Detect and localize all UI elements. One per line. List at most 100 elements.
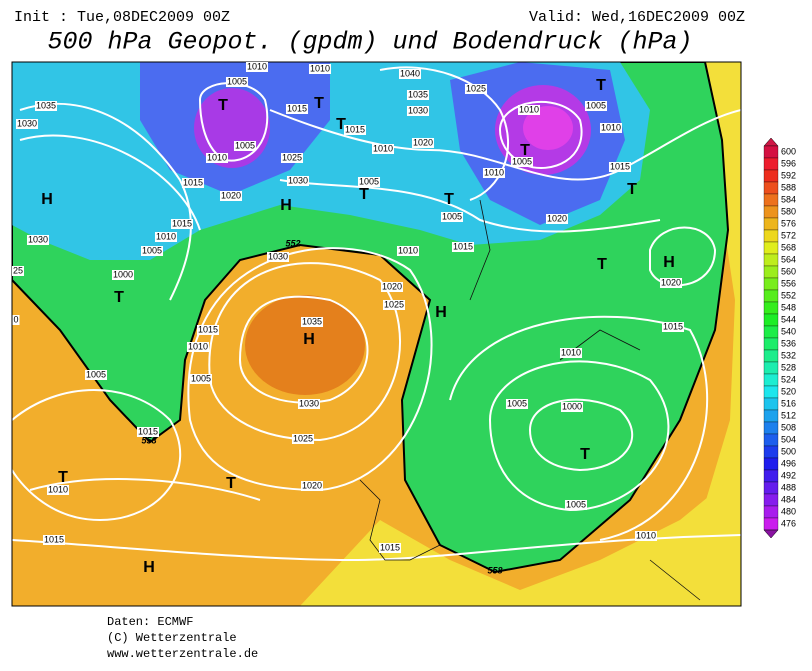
isobar-label-box [196, 325, 220, 335]
isobar-label: 1000 [562, 401, 582, 411]
isobar-label: 1035 [302, 316, 322, 326]
isobar-label: 1005 [191, 373, 211, 383]
colorbar-swatch [763, 493, 779, 507]
isobar-label: 1005 [442, 211, 462, 221]
pressure-center: T [627, 181, 637, 198]
isobar-label-box [186, 342, 210, 352]
colorbar-swatch [763, 481, 779, 495]
colorbar-label: 480 [781, 506, 796, 516]
isobar-label-box [608, 162, 632, 172]
isobar-label-box [440, 212, 464, 222]
isobar-label-box [380, 282, 404, 292]
colorbar-swatch [763, 145, 779, 159]
isobar-label: 1015 [663, 321, 683, 331]
isobar-label-box [661, 322, 685, 332]
isobar-label: 1030 [28, 234, 48, 244]
colorbar-swatch [763, 457, 779, 471]
isobar-label-box [599, 123, 623, 133]
isobar-label-box [266, 252, 290, 262]
pressure-center: H [143, 559, 155, 576]
colorbar-label: 572 [781, 230, 796, 240]
colorbar-swatch [763, 169, 779, 183]
isobar-label: 1010 [601, 122, 621, 132]
isobar [12, 389, 182, 522]
isobar-label: 1015 [172, 218, 192, 228]
isobar-label: 1010 [188, 341, 208, 351]
isobar-label: 1015 [183, 177, 203, 187]
colorbar-label: 584 [781, 194, 796, 204]
colorbar-label: 524 [781, 374, 796, 384]
colorbar-label: 504 [781, 434, 796, 444]
colorbar-swatch [763, 385, 779, 399]
colorbar-label: 552 [781, 290, 796, 300]
isobar-label-box [378, 543, 402, 553]
pressure-center: T [226, 475, 236, 492]
colorbar-label: 560 [781, 266, 796, 276]
isobar-label-box [11, 266, 25, 276]
pressure-center: T [444, 191, 454, 208]
isobar-label: 1005 [512, 156, 532, 166]
isobar-label: 1025 [466, 83, 486, 93]
isobar-label: 25 [13, 265, 23, 275]
isobar-label-box [280, 153, 304, 163]
isobar-label: 1010 [561, 347, 581, 357]
isobar [498, 100, 583, 169]
colorbar-swatch [763, 241, 779, 255]
isobar-label-box [411, 138, 435, 148]
pressure-center: T [520, 142, 530, 159]
colorbar-label: 568 [781, 242, 796, 252]
isobar-label-box [510, 157, 534, 167]
colorbar-swatch [763, 433, 779, 447]
footer-copyright: (C) Wetterzentrale [107, 631, 237, 645]
isobar-label-box [308, 64, 332, 74]
isobar-label-box [286, 176, 310, 186]
colorbar-swatch [763, 205, 779, 219]
isobar-label-box [559, 348, 583, 358]
colorbar-swatch [763, 409, 779, 423]
isobar-label-box [634, 531, 658, 541]
field-magenta [523, 106, 573, 150]
isobar-label: 1035 [408, 89, 428, 99]
colorbar-swatch [763, 265, 779, 279]
isobar-label-box [12, 315, 20, 325]
isobar-label-box [46, 485, 70, 495]
colorbar-cap [763, 137, 779, 147]
colorbar-swatch [763, 337, 779, 351]
isobar-label: 1030 [288, 175, 308, 185]
colorbar-swatch [763, 373, 779, 387]
isobar-label: 1010 [207, 152, 227, 162]
isobar-label-box [482, 168, 506, 178]
colorbar-swatch [763, 313, 779, 327]
isobar-label-box [382, 300, 406, 310]
isobar-label: 1010 [373, 143, 393, 153]
map-title: 500 hPa Geopot. (gpdm) und Bodendruck (h… [47, 28, 692, 57]
colorbar-label: 484 [781, 494, 796, 504]
isobar [12, 534, 741, 562]
field-yellow [300, 470, 741, 606]
colorbar-swatch [763, 445, 779, 459]
colorbar-label: 540 [781, 326, 796, 336]
colorbar-swatch [763, 277, 779, 291]
isobar-label: 1010 [48, 484, 68, 494]
isobar-label: 1015 [138, 426, 158, 436]
isobar [187, 247, 433, 492]
colorbar-swatch [763, 397, 779, 411]
isobar-label: 1015 [610, 161, 630, 171]
isobar [488, 360, 670, 512]
colorbar-swatch [763, 505, 779, 519]
isobar-label: 1005 [507, 398, 527, 408]
footer-url: www.wetterzentrale.de [107, 647, 258, 661]
colorbar-swatch [763, 217, 779, 231]
colorbar-cap [763, 529, 779, 539]
init-time: Init : Tue,08DEC2009 00Z [14, 9, 230, 26]
isobar-label: 1010 [156, 231, 176, 241]
colorbar-label: 532 [781, 350, 796, 360]
isobar-label: 1005 [227, 76, 247, 86]
isobar-label-box [233, 141, 257, 151]
colorbar-label: 596 [781, 158, 796, 168]
pressure-center: H [303, 331, 315, 348]
pressure-center: T [314, 95, 324, 112]
colorbar-label: 528 [781, 362, 796, 372]
isobar-label: 1005 [235, 140, 255, 150]
isobar-label-box [398, 69, 422, 79]
